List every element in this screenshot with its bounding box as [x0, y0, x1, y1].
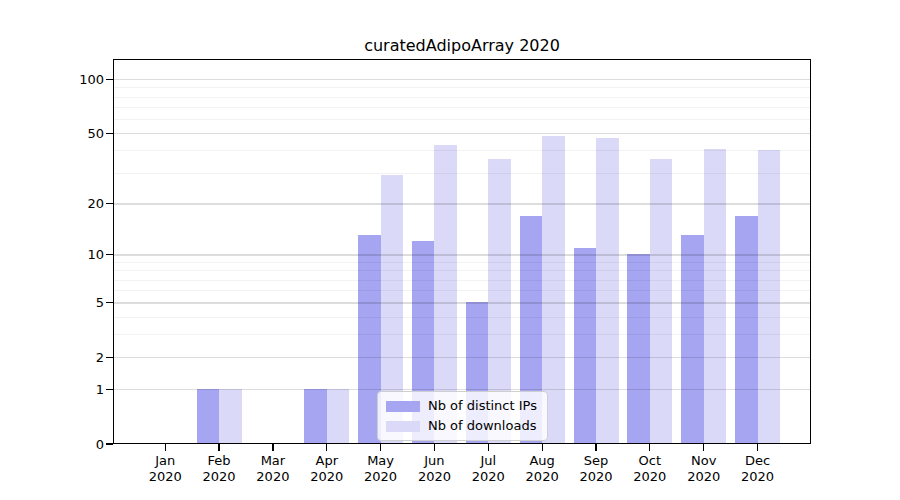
legend-swatch-distinct-ips — [386, 401, 420, 412]
bar-ips-sep — [574, 248, 597, 444]
bar-downloads-nov — [704, 149, 727, 444]
y-tick-mark-5 — [106, 302, 113, 303]
gridline-minor-7 — [113, 280, 811, 281]
chart-title: curatedAdipoArray 2020 — [113, 36, 811, 55]
legend-label-downloads: Nb of downloads — [428, 418, 536, 434]
y-tick-mark-2 — [106, 357, 113, 358]
x-tick-year: 2020 — [726, 469, 790, 485]
bar-ips-feb — [197, 389, 220, 444]
gridline-major-5 — [113, 302, 811, 303]
x-tick-mark-sep — [595, 444, 596, 451]
gridline-minor-30 — [113, 173, 811, 174]
gridline-minor-40 — [113, 150, 811, 151]
y-tick-label-0: 0 — [62, 436, 104, 453]
bar-downloads-feb — [219, 389, 242, 444]
bar-downloads-dec — [758, 150, 781, 444]
y-tick-mark-100 — [106, 79, 113, 80]
bar-ips-apr — [304, 389, 327, 444]
x-tick-mark-feb — [218, 444, 219, 451]
x-tick-mark-nov — [703, 444, 704, 451]
x-tick-mark-jul — [488, 444, 489, 451]
gridline-major-10 — [113, 254, 811, 255]
y-tick-mark-10 — [106, 254, 113, 255]
bar-ips-dec — [735, 216, 758, 444]
x-tick-mark-mar — [272, 444, 273, 451]
y-tick-mark-0 — [106, 443, 113, 444]
gridline-minor-60 — [113, 119, 811, 120]
gridline-minor-8 — [113, 270, 811, 271]
bar-ips-nov — [681, 235, 704, 444]
legend-item-downloads: Nb of downloads — [386, 418, 537, 434]
legend-swatch-downloads — [386, 421, 420, 432]
x-tick-mark-oct — [649, 444, 650, 451]
y-tick-mark-50 — [106, 133, 113, 134]
figure: curatedAdipoArray 2020 0125102050100Jan2… — [0, 0, 900, 500]
x-tick-mark-dec — [757, 444, 758, 451]
gridline-major-20 — [113, 203, 811, 204]
y-tick-mark-1 — [106, 389, 113, 390]
y-tick-mark-20 — [106, 203, 113, 204]
x-tick-month: Dec — [726, 453, 790, 469]
bar-ips-oct — [627, 254, 650, 444]
gridline-minor-80 — [113, 97, 811, 98]
y-tick-label-100: 100 — [62, 71, 104, 88]
gridline-minor-9 — [113, 262, 811, 263]
x-tick-mark-may — [380, 444, 381, 451]
x-tick-mark-jun — [434, 444, 435, 451]
gridline-major-100 — [113, 79, 811, 80]
y-tick-label-5: 5 — [62, 294, 104, 311]
x-tick-mark-jan — [165, 444, 166, 451]
x-tick-label-dec: Dec2020 — [726, 453, 790, 484]
y-tick-label-2: 2 — [62, 349, 104, 366]
gridline-minor-70 — [113, 107, 811, 108]
y-tick-label-20: 20 — [62, 195, 104, 212]
y-tick-label-10: 10 — [62, 246, 104, 263]
legend: Nb of distinct IPs Nb of downloads — [377, 391, 548, 441]
legend-label-distinct-ips: Nb of distinct IPs — [428, 398, 537, 414]
gridline-minor-3 — [113, 334, 811, 335]
gridline-major-2 — [113, 357, 811, 358]
gridline-major-50 — [113, 133, 811, 134]
gridline-minor-6 — [113, 290, 811, 291]
gridline-minor-90 — [113, 87, 811, 88]
legend-item-distinct-ips: Nb of distinct IPs — [386, 398, 537, 414]
y-tick-label-50: 50 — [62, 125, 104, 142]
y-tick-label-1: 1 — [62, 381, 104, 398]
x-tick-mark-aug — [542, 444, 543, 451]
bar-downloads-apr — [327, 389, 350, 444]
x-tick-mark-apr — [326, 444, 327, 451]
gridline-minor-4 — [113, 317, 811, 318]
plot-area: 0125102050100Jan2020Feb2020Mar2020Apr202… — [113, 59, 811, 444]
bar-downloads-oct — [650, 159, 673, 444]
